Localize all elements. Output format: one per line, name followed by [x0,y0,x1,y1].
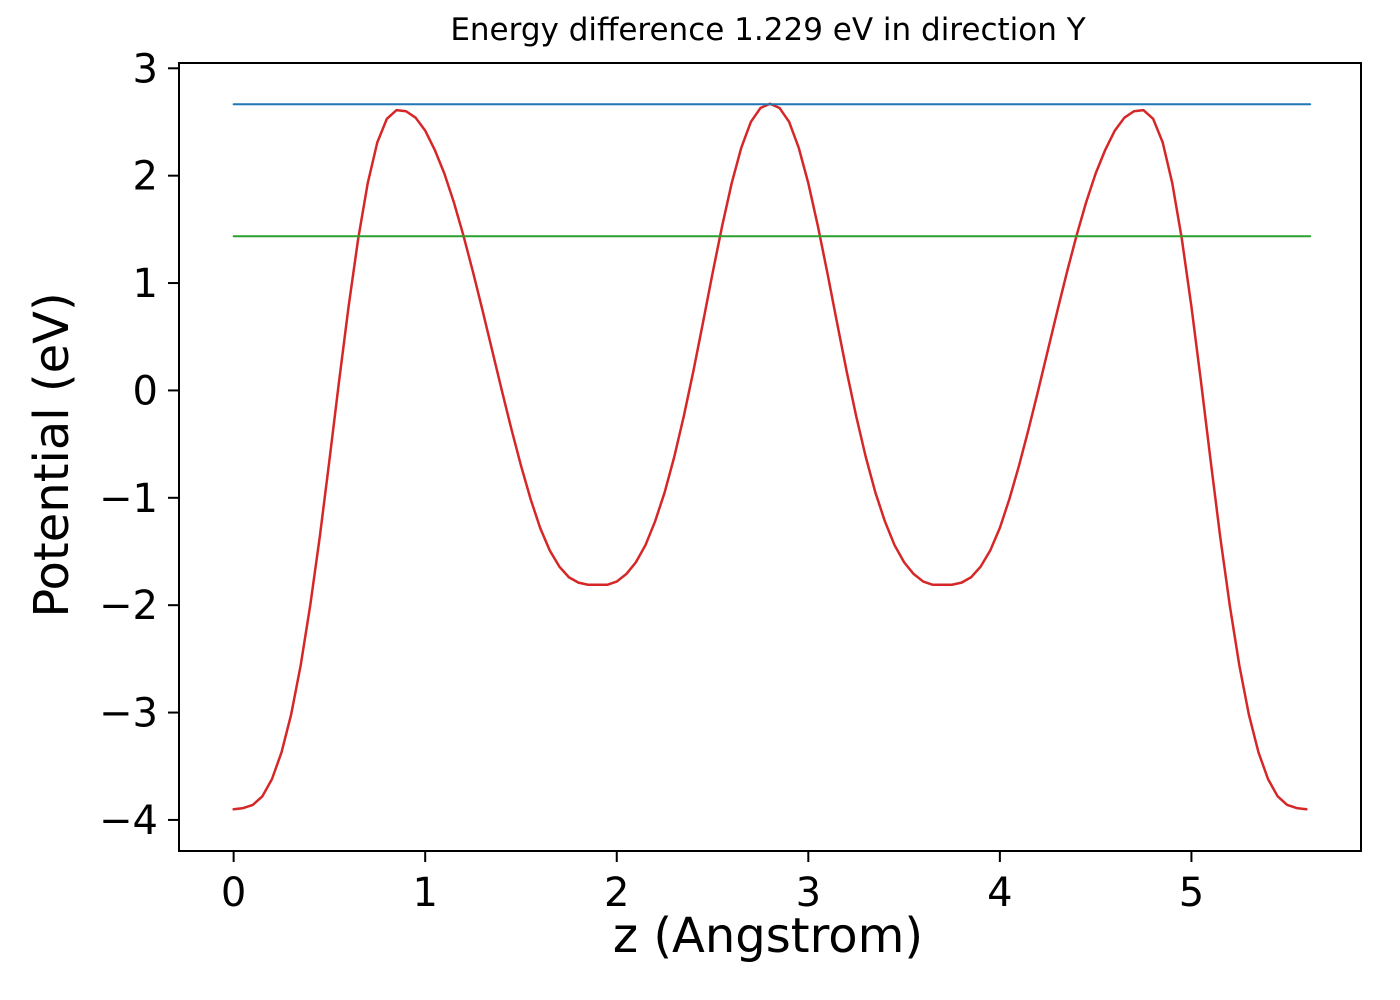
y-tick-label: 2 [133,154,158,200]
y-tick-label: −2 [99,583,158,629]
y-tick-label: −4 [99,798,158,844]
chart-title: Energy difference 1.229 eV in direction … [450,12,1086,48]
x-tick-label: 5 [1179,870,1204,916]
y-tick-label: 1 [133,261,158,307]
x-tick-label: 3 [796,870,821,916]
x-tick-label: 2 [604,870,629,916]
y-tick-label: 0 [133,368,158,414]
x-tick-label: 1 [412,870,437,916]
x-tick-label: 0 [221,870,246,916]
y-tick-label: −3 [99,691,158,737]
y-tick-label: 3 [133,46,158,92]
y-axis-label: Potential (eV) [24,292,80,618]
x-axis-label: z (Angstrom) [612,908,924,964]
potential-curve [232,102,1308,811]
x-tick-label: 4 [987,870,1012,916]
y-tick-label: −1 [99,476,158,522]
plot-canvas: 0 1 2 3 4 5 −4 −3 −2 −1 0 1 2 3 [99,46,1312,916]
plot-area: 0 1 2 3 4 5 −4 −3 −2 −1 0 1 2 3 [99,46,1362,916]
